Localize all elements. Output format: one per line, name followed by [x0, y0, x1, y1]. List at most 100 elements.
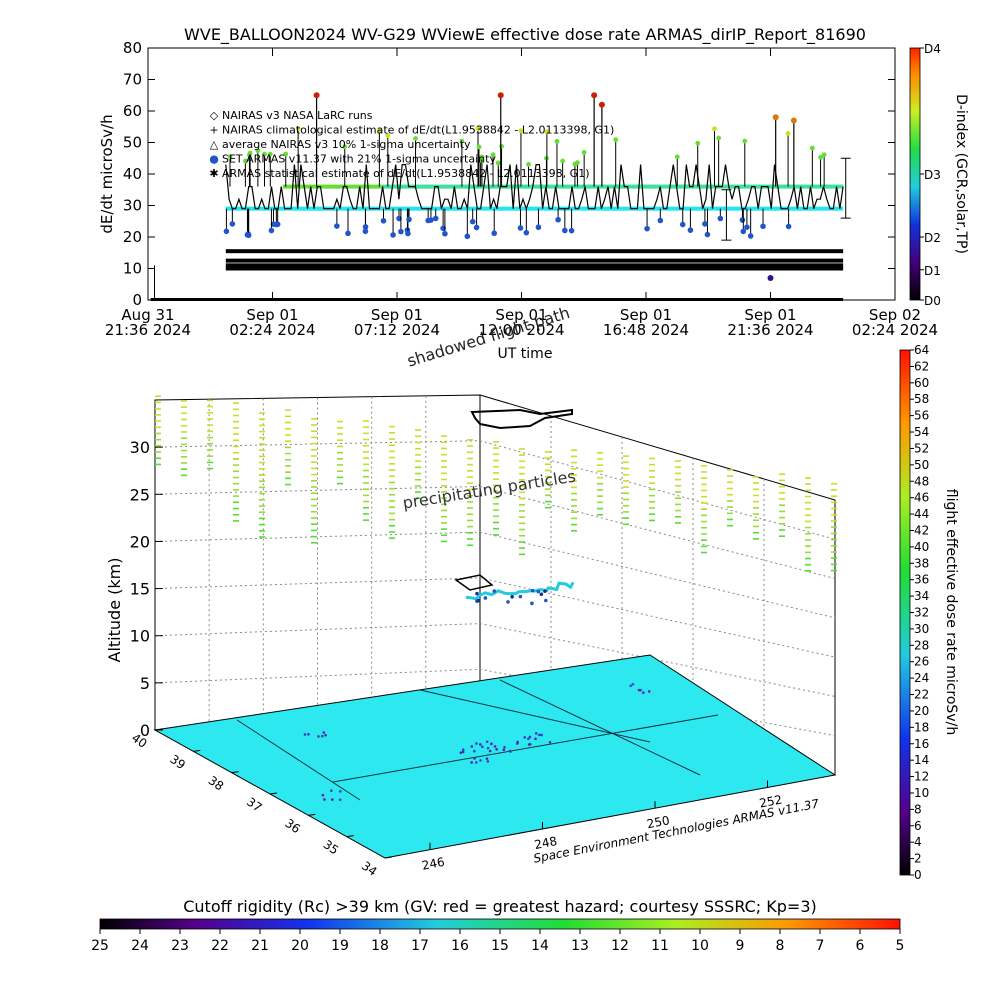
altitude-grid-line: [154, 623, 836, 697]
armas-peak-point: [267, 151, 273, 157]
armas-point: [398, 228, 404, 235]
armas-point: [229, 221, 236, 227]
cutoff-tick-label: 8: [776, 938, 785, 954]
dose-colorbar-tick-label: 16: [914, 737, 929, 751]
armas-peak-point: [247, 150, 253, 156]
armas-max-point: [591, 92, 598, 99]
flight-path-point: [530, 601, 534, 606]
flight-path-point: [476, 598, 481, 603]
ground-boundary-line: [499, 679, 701, 776]
armas-point: [568, 227, 575, 234]
y-tick-label: 70: [123, 71, 142, 89]
ground-marker: [473, 749, 476, 753]
3d-precipitation-dashes: [155, 395, 837, 572]
armas-point: [679, 221, 686, 228]
d-index-tick-label: D2: [924, 231, 941, 245]
armas-max-point: [790, 117, 797, 124]
y-tick-label: 30: [123, 197, 142, 215]
y-tick-label: 40: [123, 165, 142, 183]
top-legend: ◇ NAIRAS v3 NASA LaRC runs + NAIRAS climato…: [209, 109, 614, 180]
armas-point: [740, 228, 747, 235]
cutoff-tick-label: 25: [91, 938, 109, 954]
armas-point: [390, 232, 396, 238]
dose-colorbar-tick-label: 20: [914, 704, 929, 718]
armas-point: [717, 215, 724, 222]
flight-path-point: [544, 598, 548, 603]
3d-flight-path: [454, 408, 575, 606]
armas-peak-point: [242, 158, 248, 164]
cutoff-tick-label: 16: [451, 938, 469, 954]
armas-point: [362, 224, 369, 230]
ground-marker: [324, 733, 327, 737]
dose-colorbar-tick-label: 14: [914, 753, 929, 767]
ground-marker: [475, 761, 478, 764]
armas-point: [747, 233, 754, 239]
ground-marker: [317, 735, 320, 738]
y-tick-label: 50: [123, 134, 142, 152]
armas-peak-point: [572, 161, 578, 167]
d-index-tick-label: D0: [924, 294, 941, 308]
ground-marker: [323, 798, 326, 801]
ground-marker: [528, 735, 532, 739]
dose-colorbar-tick-label: 8: [914, 802, 922, 816]
ground-marker: [527, 737, 530, 741]
armas-point: [469, 218, 476, 225]
legend-symbol: ◇: [210, 109, 219, 122]
x-tick-day: Sep 01: [620, 306, 672, 324]
cutoff-tick-label: 6: [856, 938, 865, 954]
cutoff-tick-label: 15: [491, 938, 509, 954]
ground-marker: [527, 743, 531, 746]
armas-point: [644, 225, 650, 232]
armas-point: [406, 216, 412, 223]
dose-colorbar-tick-label: 36: [914, 573, 929, 587]
armas-point: [523, 229, 530, 236]
d-index-tick-label: D1: [924, 264, 941, 278]
dose-upper-band-cyan: [381, 184, 844, 189]
longitude-tick-label: 246: [421, 855, 446, 873]
flight-path-point: [530, 588, 535, 593]
ground-marker: [321, 793, 325, 797]
cutoff-tick-label: 9: [736, 938, 745, 954]
dose-colorbar-tick-label: 60: [914, 376, 929, 390]
armas-estimate-band: [225, 263, 844, 268]
armas-peak-point: [490, 152, 496, 158]
longitude-tick-label: 252: [758, 792, 783, 810]
dose-colorbar-tick-label: 38: [914, 556, 929, 570]
cutoff-tick-label: 11: [651, 938, 669, 954]
latitude-tick: [346, 835, 354, 838]
armas-max-point: [497, 92, 504, 99]
latitude-tick-label: 39: [167, 752, 188, 772]
cutoff-tick-label: 17: [411, 938, 429, 954]
dose-colorbar-tick-label: 28: [914, 638, 929, 652]
armas-peak-point: [385, 133, 391, 138]
armas-peak-point: [295, 126, 301, 131]
cutoff-tick-label: 19: [331, 938, 349, 954]
dose-colorbar-tick-label: 12: [914, 770, 929, 784]
armas-peak-point: [459, 138, 465, 144]
3d-altitude-ticks: 0 5 10 15 20 25 30: [130, 438, 163, 740]
ground-marker: [485, 740, 489, 744]
armas-point: [425, 217, 431, 224]
dose-colorbar-tick-label: 10: [914, 786, 929, 800]
flight-path-point: [483, 596, 488, 600]
ground-marker: [338, 790, 342, 793]
armas-point: [704, 231, 711, 238]
ground-marker: [538, 733, 541, 737]
ground-marker: [502, 748, 506, 751]
cutoff-tick-label: 12: [611, 938, 629, 954]
armas-point: [739, 217, 746, 223]
armas-peak-point: [695, 140, 701, 146]
armas-point: [464, 233, 471, 240]
ground-marker: [516, 742, 519, 745]
armas-peak-point: [479, 154, 485, 160]
altitude-tick-label: 0: [140, 721, 150, 740]
x-tick-time: 21:36 2024: [105, 321, 191, 339]
armas-estimate-band: [225, 266, 844, 271]
top-dose-trace: [223, 92, 851, 281]
dose-colorbar-tick-label: 22: [914, 688, 929, 702]
ground-marker: [470, 761, 473, 764]
ground-marker: [523, 736, 527, 739]
dose-colorbar-tick-label: 32: [914, 606, 929, 620]
